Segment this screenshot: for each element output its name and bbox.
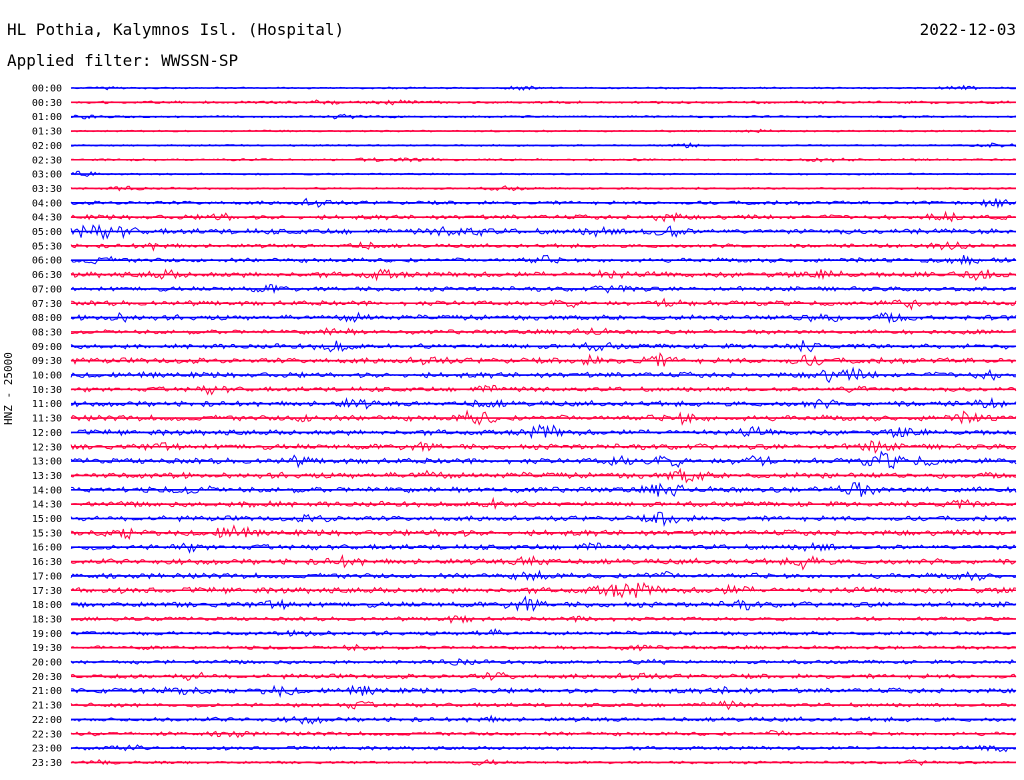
tick-label: 02:00 (32, 141, 62, 152)
trace-line (70, 553, 1017, 571)
trace-line (70, 223, 1017, 241)
tick-label: 13:30 (32, 471, 62, 482)
tick-label: 18:00 (32, 600, 62, 611)
tick-label: 04:00 (32, 198, 62, 209)
tick-label: 12:00 (32, 428, 62, 439)
trace-line (70, 450, 1017, 470)
tick-label: 13:00 (32, 457, 62, 468)
tick-label: 07:30 (32, 299, 62, 310)
tick-label: 19:30 (32, 643, 62, 654)
tick-label: 09:30 (32, 356, 62, 367)
tick-label: 22:00 (32, 715, 62, 726)
tick-label: 06:00 (32, 256, 62, 267)
tick-label: 17:30 (32, 586, 62, 597)
tick-label: 14:30 (32, 500, 62, 511)
trace-line (70, 384, 1017, 396)
tick-label: 19:00 (32, 629, 62, 640)
tick-label: 02:30 (32, 155, 62, 166)
tick-label: 14:00 (32, 485, 62, 496)
tick-label: 03:00 (32, 170, 62, 181)
tick-label: 12:30 (32, 442, 62, 453)
trace-line (70, 423, 1017, 440)
trace-line (70, 595, 1017, 612)
station-title: HL Pothia, Kalymnos Isl. (Hospital) (7, 20, 345, 39)
tick-label: 23:30 (32, 758, 62, 769)
trace-line (70, 409, 1017, 426)
tick-label: 15:30 (32, 528, 62, 539)
tick-label: 10:30 (32, 385, 62, 396)
tick-label: 20:30 (32, 672, 62, 683)
tick-label: 03:30 (32, 184, 62, 195)
tick-label: 11:30 (32, 414, 62, 425)
tick-label: 00:30 (32, 98, 62, 109)
filter-label: Applied filter: WWSSN-SP (7, 51, 239, 70)
tick-label: 06:30 (32, 270, 62, 281)
tick-label: 11:00 (32, 399, 62, 410)
tick-label: 07:00 (32, 284, 62, 295)
trace-line (70, 268, 1017, 282)
tick-label: 22:30 (32, 729, 62, 740)
tick-label: 17:00 (32, 571, 62, 582)
tick-label: 21:30 (32, 701, 62, 712)
tick-label: 16:00 (32, 543, 62, 554)
tick-label: 05:00 (32, 227, 62, 238)
record-date: 2022-12-03 (919, 20, 1016, 39)
tick-label: 05:30 (32, 241, 62, 252)
tick-label: 18:30 (32, 614, 62, 625)
tick-label: 01:00 (32, 112, 62, 123)
tick-label: 16:30 (32, 557, 62, 568)
tick-label: 01:30 (32, 127, 62, 138)
tick-label: 10:00 (32, 371, 62, 382)
tick-label: 23:00 (32, 744, 62, 755)
tick-label: 08:00 (32, 313, 62, 324)
tick-label: 09:00 (32, 342, 62, 353)
tick-label: 00:00 (32, 84, 62, 95)
tick-label: 08:30 (32, 327, 62, 338)
tick-label: 04:30 (32, 213, 62, 224)
tick-label: 15:00 (32, 514, 62, 525)
tick-label: 21:00 (32, 686, 62, 697)
tick-label: 20:00 (32, 658, 62, 669)
